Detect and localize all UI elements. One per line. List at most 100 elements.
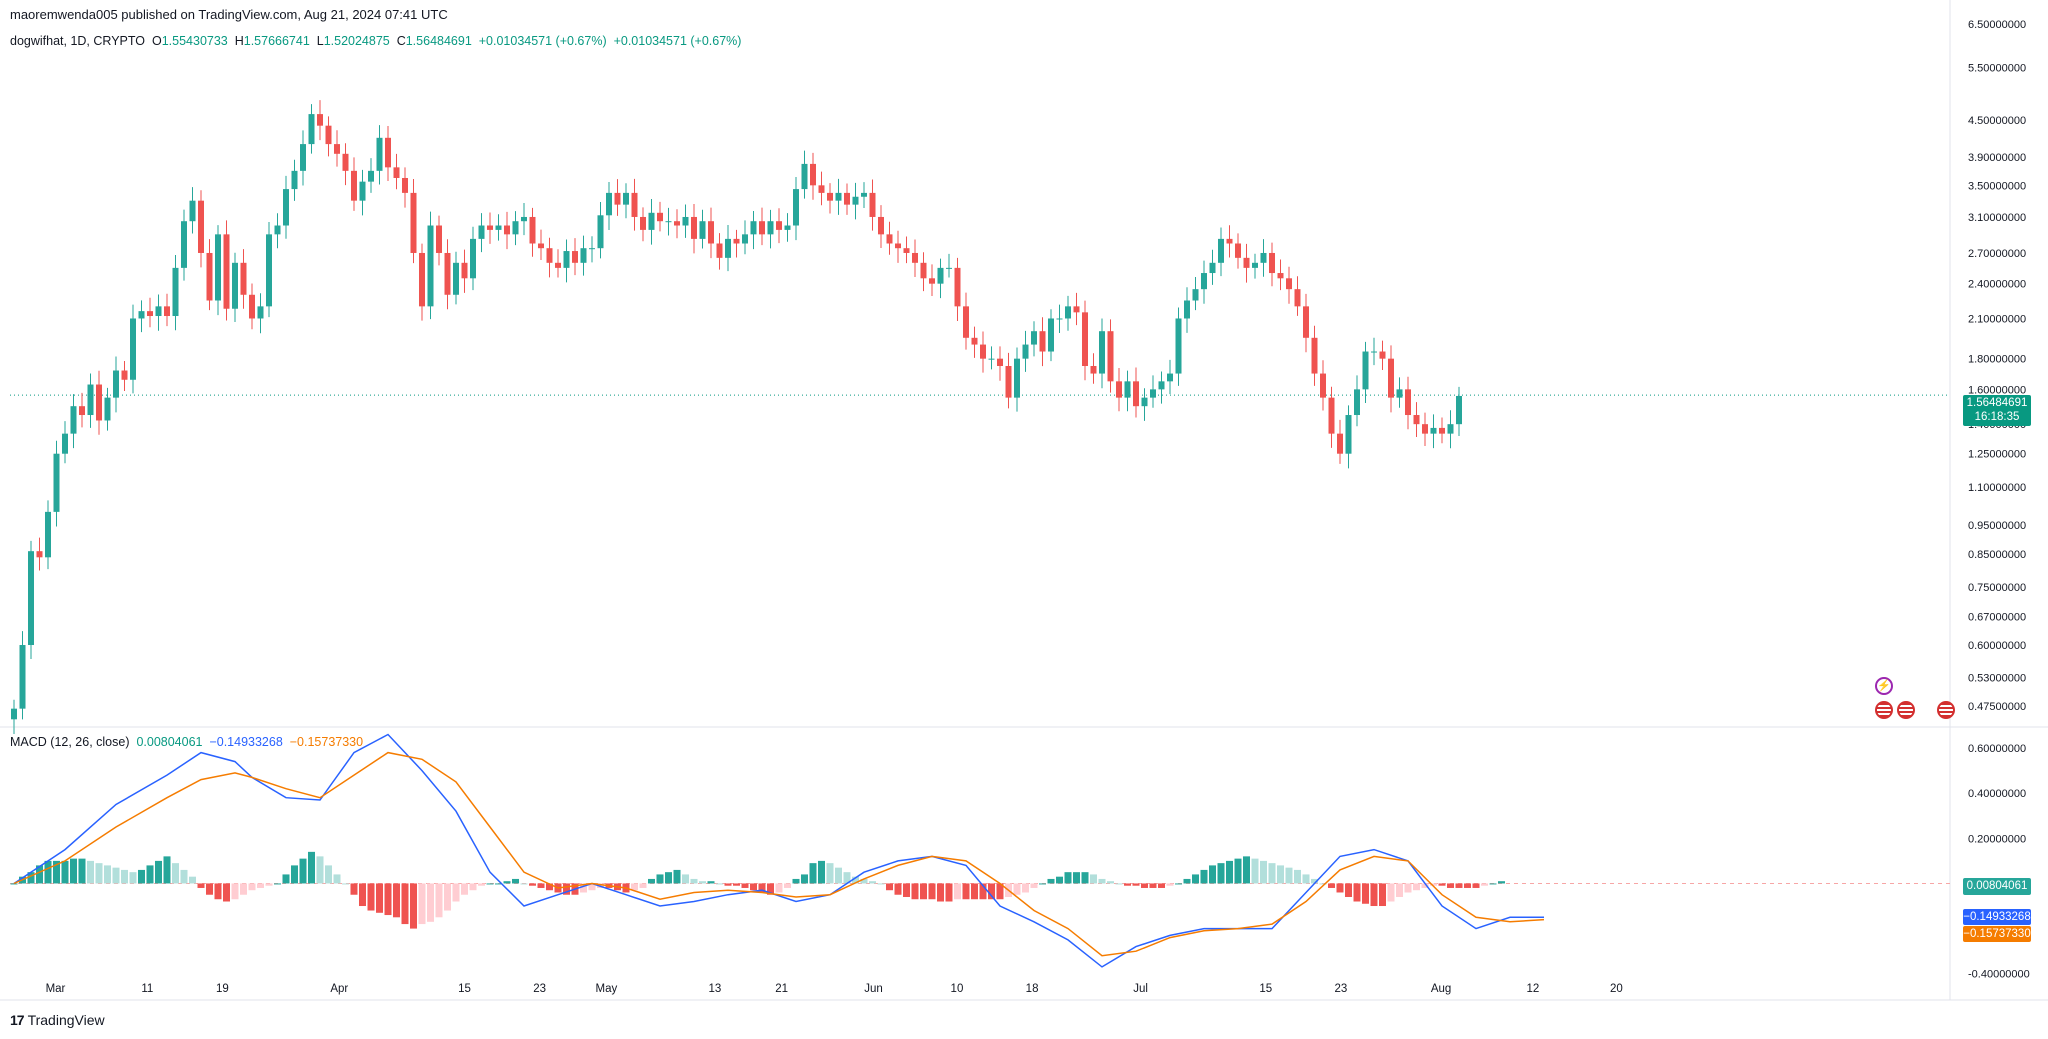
candle: [1218, 227, 1224, 277]
candle-body: [461, 262, 468, 279]
price-tick-label: 1.25000000: [1968, 449, 2026, 461]
macd-tick-label: 0.20000000: [1968, 833, 2026, 845]
candle: [538, 229, 544, 261]
macd-histogram-bar: [1268, 863, 1276, 884]
macd-histogram-bar: [53, 860, 60, 884]
time-tick-label: 20: [1610, 983, 1623, 995]
macd-histogram-bar: [1498, 881, 1505, 884]
candle: [1226, 225, 1233, 258]
candle: [572, 238, 578, 276]
candle: [665, 207, 672, 236]
tradingview-brand[interactable]: 17 TradingView: [10, 1012, 105, 1028]
signal-line: [13, 751, 1545, 957]
macd-histogram-bar: [826, 863, 834, 884]
candle: [1286, 266, 1292, 304]
open-label: O: [151, 34, 162, 48]
candle: [1277, 259, 1284, 291]
candle: [249, 283, 255, 330]
candle-body: [11, 708, 17, 720]
candle: [461, 249, 468, 293]
last-price-tag: 1.56484691 16:18:35: [1963, 395, 2031, 426]
candle: [1243, 243, 1250, 283]
macd-histogram-bar: [393, 883, 400, 918]
macd-histogram-bar: [784, 883, 791, 888]
us-flag-event-icon[interactable]: [1937, 701, 1955, 719]
macd-histogram-bar: [835, 867, 842, 884]
candle: [1192, 277, 1199, 311]
macd-histogram-bar: [70, 858, 77, 884]
candle: [580, 235, 587, 276]
us-flag-event-icon[interactable]: [1897, 701, 1915, 719]
macd-histogram-bar: [495, 883, 502, 885]
candle-body: [351, 170, 357, 201]
candle-body: [402, 177, 408, 193]
candle-body: [937, 267, 944, 284]
macd-histogram-bar: [350, 883, 358, 895]
macd-tick-label: 0.60000000: [1968, 743, 2026, 755]
candle-body: [1192, 289, 1199, 301]
candle-body: [844, 192, 850, 205]
macd-signal-value: −0.15737330: [289, 735, 364, 749]
candle-body: [1116, 381, 1122, 398]
candle-body: [19, 645, 26, 709]
candle-body: [1354, 389, 1360, 416]
candle-body: [36, 551, 43, 558]
candle-body: [1099, 331, 1105, 374]
candle: [164, 293, 170, 327]
candle: [1116, 367, 1122, 412]
candle: [563, 239, 570, 283]
time-tick-label: 12: [1527, 983, 1540, 995]
candle: [529, 207, 536, 257]
macd-histogram-bar: [1090, 874, 1097, 884]
lightning-event-icon[interactable]: ⚡: [1875, 677, 1893, 695]
macd-histogram-bar: [758, 883, 766, 893]
macd-histogram-bar: [308, 851, 315, 884]
candle: [1456, 386, 1462, 436]
time-tick-label: Jul: [1133, 983, 1148, 995]
candle-body: [708, 221, 714, 244]
macd-histogram-bar: [1226, 860, 1233, 884]
candle-body: [1090, 366, 1097, 374]
candle: [240, 249, 247, 309]
candle-body: [113, 370, 119, 398]
candle-body: [79, 406, 85, 416]
candle: [1099, 318, 1105, 389]
macd-histogram-bar: [1362, 883, 1369, 904]
candle: [1158, 371, 1165, 404]
macd-histogram-bar: [903, 883, 910, 897]
candle: [104, 387, 111, 431]
candle-body: [657, 212, 663, 222]
macd-histogram-bar: [639, 883, 647, 888]
candle-body: [1269, 252, 1275, 274]
candle: [767, 209, 774, 249]
price-tick-label: 0.85000000: [1968, 549, 2026, 561]
macd-pane: [10, 733, 1950, 968]
candle-body: [801, 163, 808, 190]
candle-body: [419, 252, 425, 307]
candle-body: [104, 397, 111, 421]
macd-histogram-bar: [1413, 883, 1420, 891]
us-flag-event-icon[interactable]: [1875, 701, 1893, 719]
macd-histogram-bar: [1421, 883, 1429, 888]
macd-histogram-bar: [1022, 883, 1029, 893]
candle: [1065, 295, 1071, 331]
candle-body: [963, 306, 969, 338]
candle-body: [1073, 306, 1080, 313]
candle: [1031, 321, 1037, 357]
tradingview-logo-icon: 17: [10, 1012, 25, 1028]
macd-histogram-bar: [503, 881, 511, 884]
symbol-name[interactable]: dogwifhat, 1D, CRYPTO: [10, 34, 146, 48]
macd-title[interactable]: MACD (12, 26, close): [10, 735, 130, 749]
macd-histogram-bar: [1251, 858, 1259, 884]
macd-histogram-bar: [1149, 883, 1157, 888]
time-axis: Mar 11 19 Apr 15 23 May 13 21 Jun 10 18 Jul 15 23 Aug 12…: [46, 983, 1623, 995]
candle-body: [359, 181, 366, 201]
candle: [903, 236, 910, 264]
candle-body: [1388, 358, 1394, 398]
candle-body: [793, 189, 799, 226]
time-tick-label: Apr: [330, 983, 348, 995]
candle: [1022, 330, 1029, 372]
macd-histogram-bar: [36, 865, 43, 884]
candle: [1439, 417, 1445, 444]
